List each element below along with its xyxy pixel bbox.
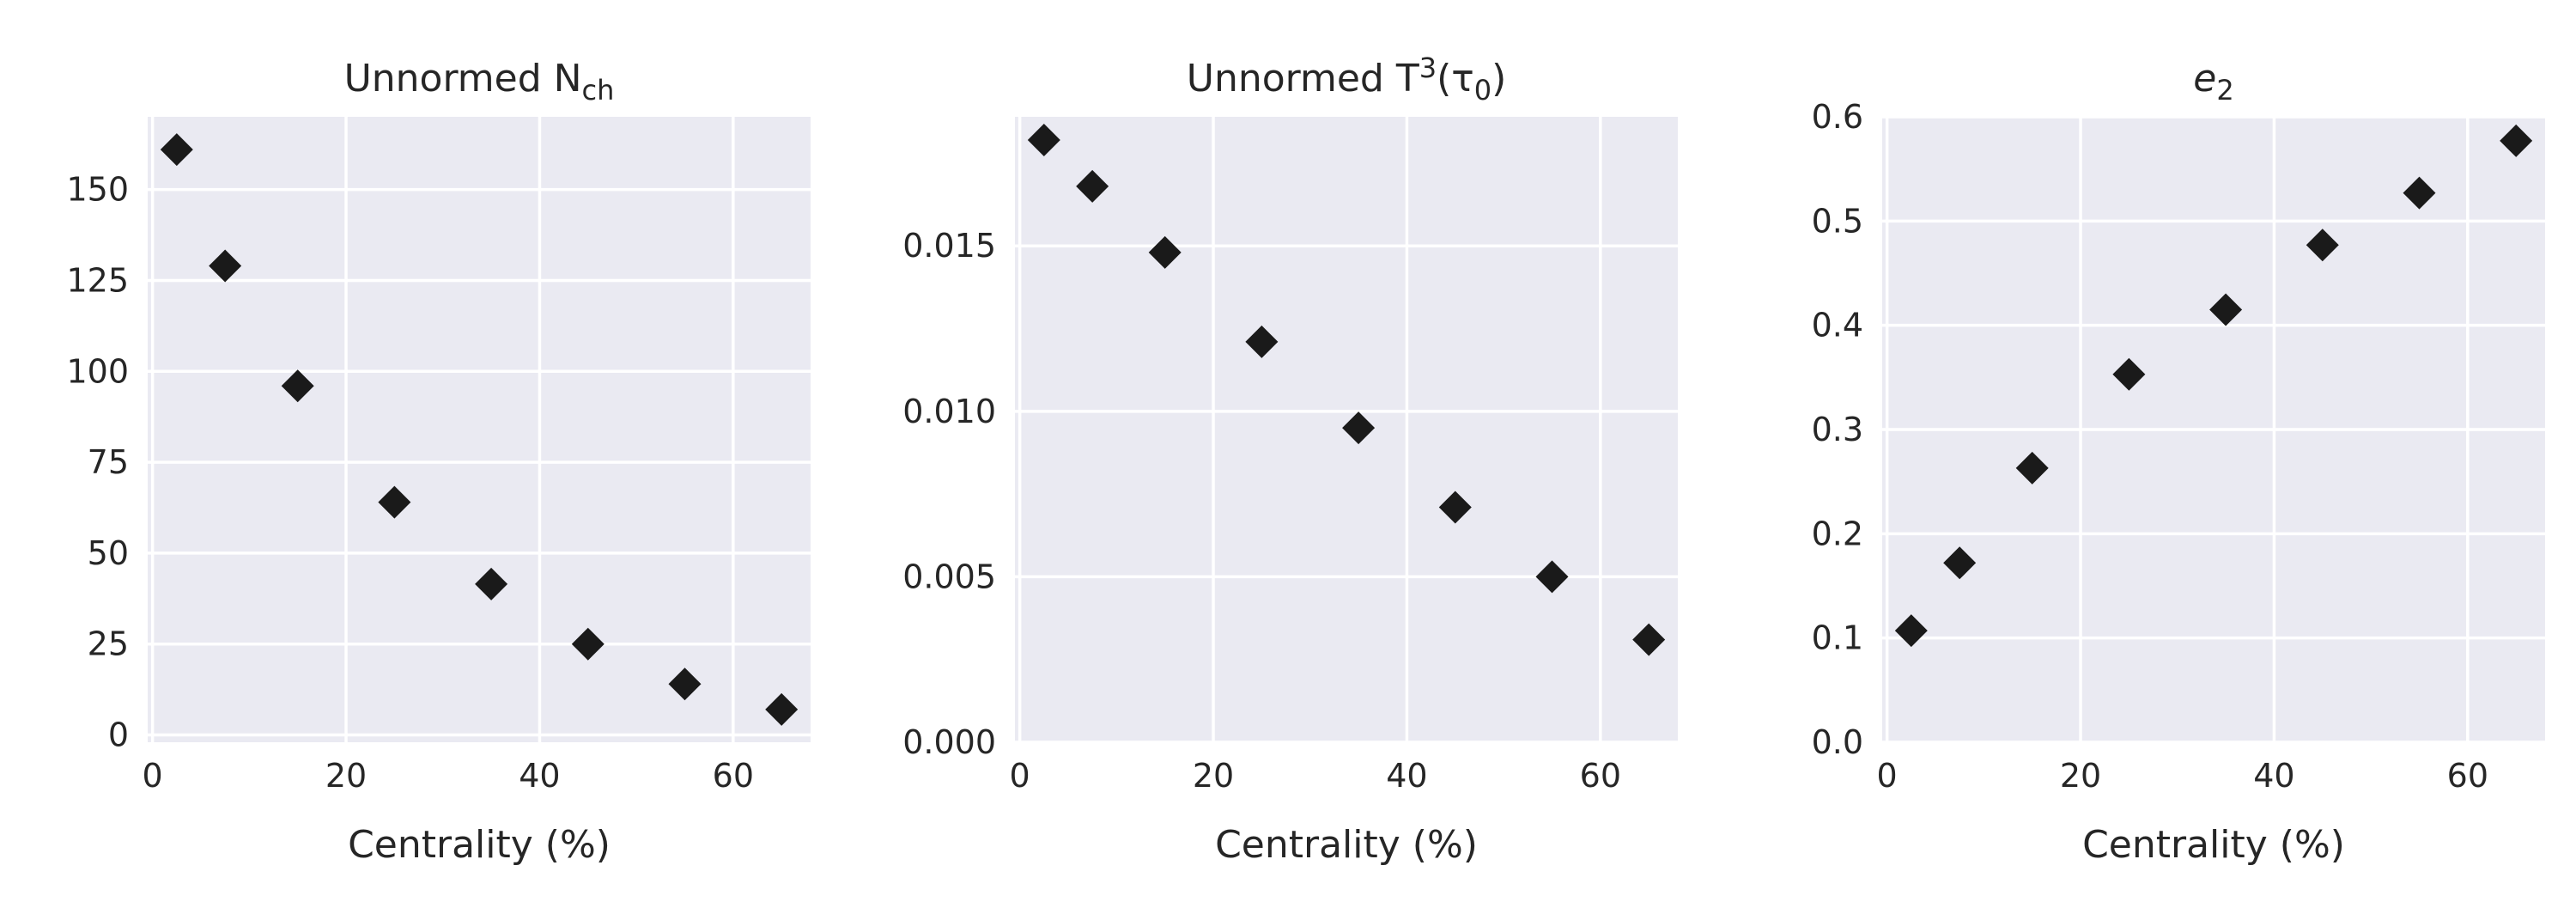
data-point (2306, 229, 2339, 262)
x-tick-label: 40 (2253, 757, 2294, 795)
x-tick-labels: 0 20 40 60 (1010, 757, 1621, 795)
y-tick-labels: 0 25 50 75 100 125 150 (66, 171, 129, 754)
data-point (160, 133, 193, 167)
x-tick-label: 0 (143, 757, 163, 795)
data-point (1894, 614, 1928, 648)
title-paren: (τ (1437, 57, 1474, 101)
data-markers (160, 133, 799, 726)
x-tick-label: 60 (713, 757, 754, 795)
y-tick-labels: 0.0 0.1 0.2 0.3 0.4 0.5 0.6 (1812, 98, 1863, 761)
data-point (2403, 176, 2436, 210)
x-tick-label: 40 (1386, 757, 1427, 795)
data-point (765, 692, 799, 726)
y-tick-label: 0.4 (1812, 307, 1863, 344)
data-point (1148, 235, 1182, 269)
y-tick-label: 0.3 (1812, 411, 1863, 448)
data-point (571, 627, 605, 661)
panel-e2: 0 20 40 60 0.0 0.1 0.2 0.3 0.4 0.5 0.6 e2 Central… (1812, 57, 2545, 867)
data-point (2500, 124, 2533, 157)
x-tick-label: 20 (2060, 757, 2101, 795)
panel-unnormed-nch: 0 20 40 60 0 25 50 75 100 125 150 Unnormed Nch Ce… (66, 57, 811, 867)
y-tick-label: 0.015 (902, 227, 996, 265)
x-tick-labels: 0 20 40 60 (143, 757, 754, 795)
data-markers (1894, 124, 2533, 648)
data-point (475, 567, 508, 600)
data-point (2112, 357, 2146, 391)
grid (1882, 115, 2545, 744)
x-axis-label: Centrality (%) (2082, 823, 2345, 867)
y-tick-label: 150 (66, 171, 129, 209)
x-tick-labels: 0 20 40 60 (1877, 757, 2488, 795)
y-tick-label: 125 (66, 261, 129, 299)
data-point (2209, 293, 2243, 326)
data-point (1535, 560, 1569, 594)
title-superscript: 3 (1419, 52, 1437, 84)
data-point (378, 485, 411, 519)
x-tick-label: 60 (2447, 757, 2488, 795)
x-tick-label: 40 (519, 757, 560, 795)
data-point (1076, 169, 1109, 203)
y-tick-label: 0.1 (1812, 619, 1863, 657)
title-subscript: ch (582, 74, 615, 107)
grid (1015, 117, 1678, 744)
y-tick-labels: 0.000 0.005 0.010 0.015 (902, 227, 996, 761)
x-tick-label: 0 (1877, 757, 1898, 795)
y-tick-label: 0.5 (1812, 202, 1863, 240)
x-axis-label: Centrality (%) (348, 823, 611, 867)
y-tick-label: 25 (88, 625, 129, 663)
y-tick-label: 100 (66, 352, 129, 390)
title-close: ) (1492, 57, 1506, 101)
data-point (2015, 451, 2049, 485)
data-markers (1027, 123, 1666, 656)
data-point (209, 249, 242, 283)
y-tick-label: 0.0 (1812, 723, 1863, 761)
y-tick-label: 75 (88, 443, 129, 481)
chart-title: e2 (2193, 57, 2233, 107)
data-point (1438, 491, 1472, 524)
data-point (1245, 325, 1279, 358)
panel-unnormed-t3: 0 20 40 60 0.000 0.005 0.010 0.015 Unnormed T3… (902, 52, 1678, 867)
title-subscript: 2 (2216, 74, 2233, 107)
y-tick-label: 0.6 (1812, 98, 1863, 136)
y-tick-label: 0.000 (902, 723, 996, 761)
x-tick-label: 60 (1580, 757, 1621, 795)
data-point (1027, 123, 1060, 156)
data-point (1943, 546, 1977, 580)
title-subscript: 0 (1474, 74, 1492, 107)
x-tick-label: 20 (325, 757, 367, 795)
grid (148, 117, 811, 742)
x-tick-label: 0 (1010, 757, 1030, 795)
y-tick-label: 0.010 (902, 393, 996, 430)
data-point (668, 667, 702, 701)
y-tick-label: 50 (88, 534, 129, 572)
y-tick-label: 0.2 (1812, 515, 1863, 552)
chart-title: Unnormed T3(τ0) (1187, 52, 1507, 107)
data-point (1632, 623, 1666, 656)
y-tick-label: 0 (108, 716, 129, 754)
data-point (281, 369, 314, 403)
x-tick-label: 20 (1193, 757, 1234, 795)
chart-title: Unnormed Nch (344, 57, 615, 107)
x-axis-label: Centrality (%) (1215, 823, 1478, 867)
data-point (1342, 411, 1376, 445)
y-tick-label: 0.005 (902, 558, 996, 595)
plot-area (148, 117, 811, 742)
